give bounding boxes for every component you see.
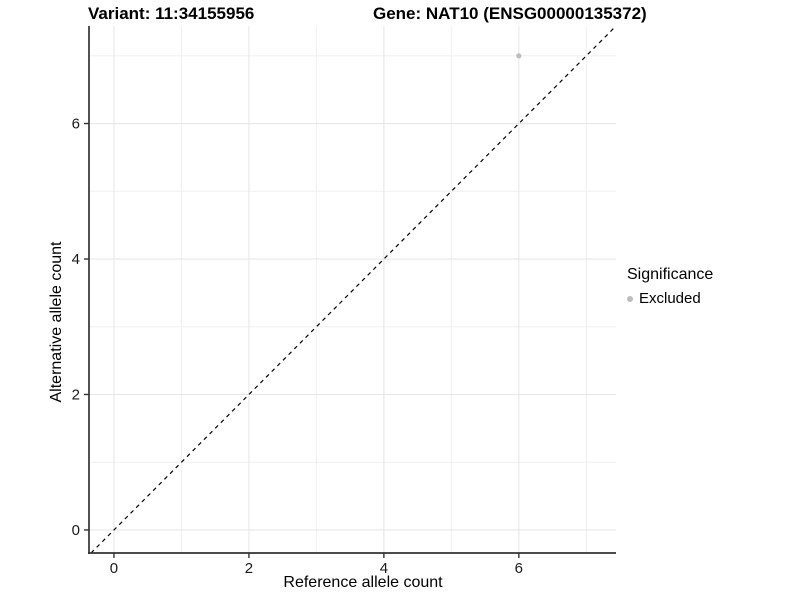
- legend-title: Significance: [627, 266, 714, 283]
- legend: Significance Excluded: [627, 266, 713, 307]
- x-tick-label: 2: [245, 560, 253, 577]
- y-tick-label: 6: [72, 116, 80, 133]
- y-axis-title: Alternative allele count: [48, 241, 65, 403]
- gene-title: Gene: NAT10 (ENSG00000135372): [373, 4, 647, 23]
- legend-point-icon: [627, 295, 633, 302]
- identity-line: [90, 25, 617, 554]
- x-tick-label: 6: [515, 560, 523, 577]
- x-tick-label: 4: [380, 560, 388, 577]
- x-axis-title: Reference allele count: [283, 574, 443, 591]
- variant-title: Variant: 11:34155956: [88, 4, 255, 23]
- y-tick-label: 4: [72, 251, 80, 268]
- y-tick-label: 0: [72, 522, 80, 539]
- legend-item-excluded: Excluded: [627, 290, 713, 307]
- y-tick-label: 2: [72, 386, 80, 403]
- legend-item-label: Excluded: [639, 290, 701, 307]
- x-tick-label: 0: [110, 560, 118, 577]
- data-point: [516, 53, 522, 59]
